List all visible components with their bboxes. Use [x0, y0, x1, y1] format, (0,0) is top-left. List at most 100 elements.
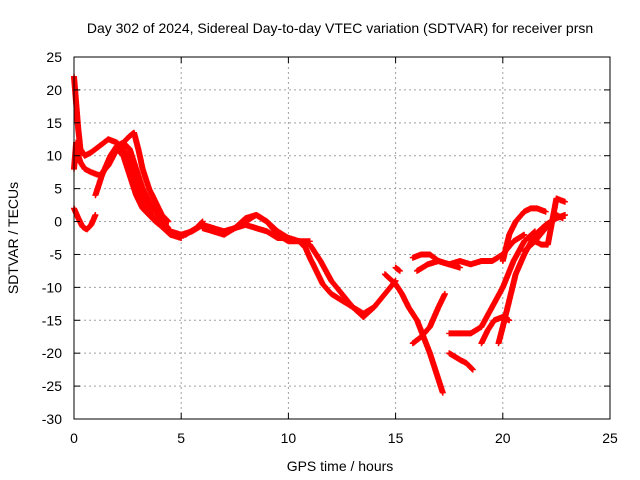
data-point: [559, 215, 566, 222]
data-point: [446, 350, 463, 363]
series-sat-r: [499, 205, 549, 264]
y-tick-label: 5: [54, 181, 62, 197]
data-point: [156, 215, 171, 231]
data-point: [88, 143, 102, 156]
data-point: [467, 324, 484, 337]
data-point: [433, 369, 446, 395]
data-point: [96, 136, 111, 149]
data-point: [339, 297, 355, 310]
data-point: [152, 198, 165, 218]
data-point: [392, 281, 405, 297]
series-sat-o: [446, 350, 476, 373]
data-point: [360, 304, 377, 320]
x-tick-label: 15: [388, 430, 404, 446]
data-point: [409, 334, 424, 347]
data-point: [113, 146, 126, 159]
data-point: [264, 228, 280, 241]
data-point: [319, 281, 334, 297]
data-point: [414, 261, 430, 274]
data-point: [542, 208, 549, 215]
data-point: [328, 290, 345, 304]
series-sat-n: [446, 228, 538, 337]
data-point: [231, 215, 248, 232]
data-point: [510, 239, 527, 264]
y-tick-label: -5: [50, 246, 63, 262]
data-point: [158, 212, 171, 224]
data-point: [512, 209, 527, 225]
y-tick-label: 0: [54, 214, 62, 230]
data-point: [139, 165, 152, 191]
data-point: [135, 185, 148, 204]
series-sat-a: [71, 73, 185, 241]
x-tick-label: 0: [70, 430, 78, 446]
data-point: [544, 196, 560, 248]
data-point: [139, 205, 152, 218]
series-sat-k: [409, 290, 448, 347]
series-sat-m: [414, 258, 463, 274]
y-tick-label: -20: [42, 345, 62, 361]
data-point: [484, 318, 497, 334]
data-point: [469, 366, 476, 373]
x-tick-label: 5: [177, 430, 185, 446]
y-tick-label: 10: [46, 148, 62, 164]
series-sat-b: [71, 205, 99, 233]
data-point: [371, 304, 378, 311]
y-tick-label: -30: [42, 411, 62, 427]
data-point: [264, 218, 280, 234]
data-point: [274, 228, 291, 241]
data-point: [139, 185, 154, 208]
data-point: [463, 360, 476, 372]
data-point: [510, 232, 527, 245]
grid: [74, 57, 610, 419]
data-point: [512, 252, 527, 278]
data-point: [478, 304, 495, 330]
data-point: [306, 254, 319, 274]
x-axis-title: GPS time / hours: [287, 458, 394, 474]
data-point: [426, 350, 440, 376]
ticks: 25 20 15 10 5 0 -5 -10 -15 -20 -25 -30 0 5 10 15 20 25: [42, 49, 618, 446]
data-point: [120, 146, 133, 165]
series-sat-j: [392, 264, 403, 274]
data-point: [441, 290, 448, 297]
data-point: [396, 267, 403, 274]
series-sat-t: [532, 195, 568, 248]
data-point: [133, 192, 146, 211]
y-tick-label: -25: [42, 378, 62, 394]
data-point: [296, 238, 308, 251]
series-sat-e: [113, 146, 206, 238]
data-point: [98, 153, 114, 179]
data-point: [418, 324, 433, 340]
y-tick-label: 20: [46, 82, 62, 98]
data-point: [131, 129, 142, 152]
series-sat-s: [521, 212, 566, 255]
plot-frame: [73, 56, 611, 420]
series-sat-i: [381, 271, 446, 396]
data-point: [317, 258, 334, 283]
data-point: [521, 231, 528, 238]
data-point: [253, 212, 270, 225]
data-point: [392, 264, 403, 274]
data-point: [521, 229, 538, 245]
data-point: [126, 146, 139, 171]
data-point: [499, 232, 512, 264]
data-point: [495, 324, 506, 347]
data-point: [426, 304, 442, 330]
data-point: [146, 185, 159, 204]
data-point: [120, 152, 133, 178]
data-point: [439, 389, 446, 396]
y-tick-label: -15: [42, 312, 62, 328]
data-point: [478, 328, 491, 347]
y-tick-label: 15: [46, 115, 62, 131]
data-point: [313, 267, 326, 287]
data-point: [146, 212, 158, 224]
data-point: [92, 212, 99, 218]
x-tick-label: 20: [495, 430, 511, 446]
data-point: [381, 271, 398, 287]
chart-title: Day 302 of 2024, Sidereal Day-to-day VTE…: [87, 20, 593, 36]
data-point: [506, 219, 519, 238]
data-point: [165, 218, 172, 225]
y-axis-title: SDTVAR / TECUs: [5, 182, 21, 294]
data-point: [120, 133, 133, 146]
